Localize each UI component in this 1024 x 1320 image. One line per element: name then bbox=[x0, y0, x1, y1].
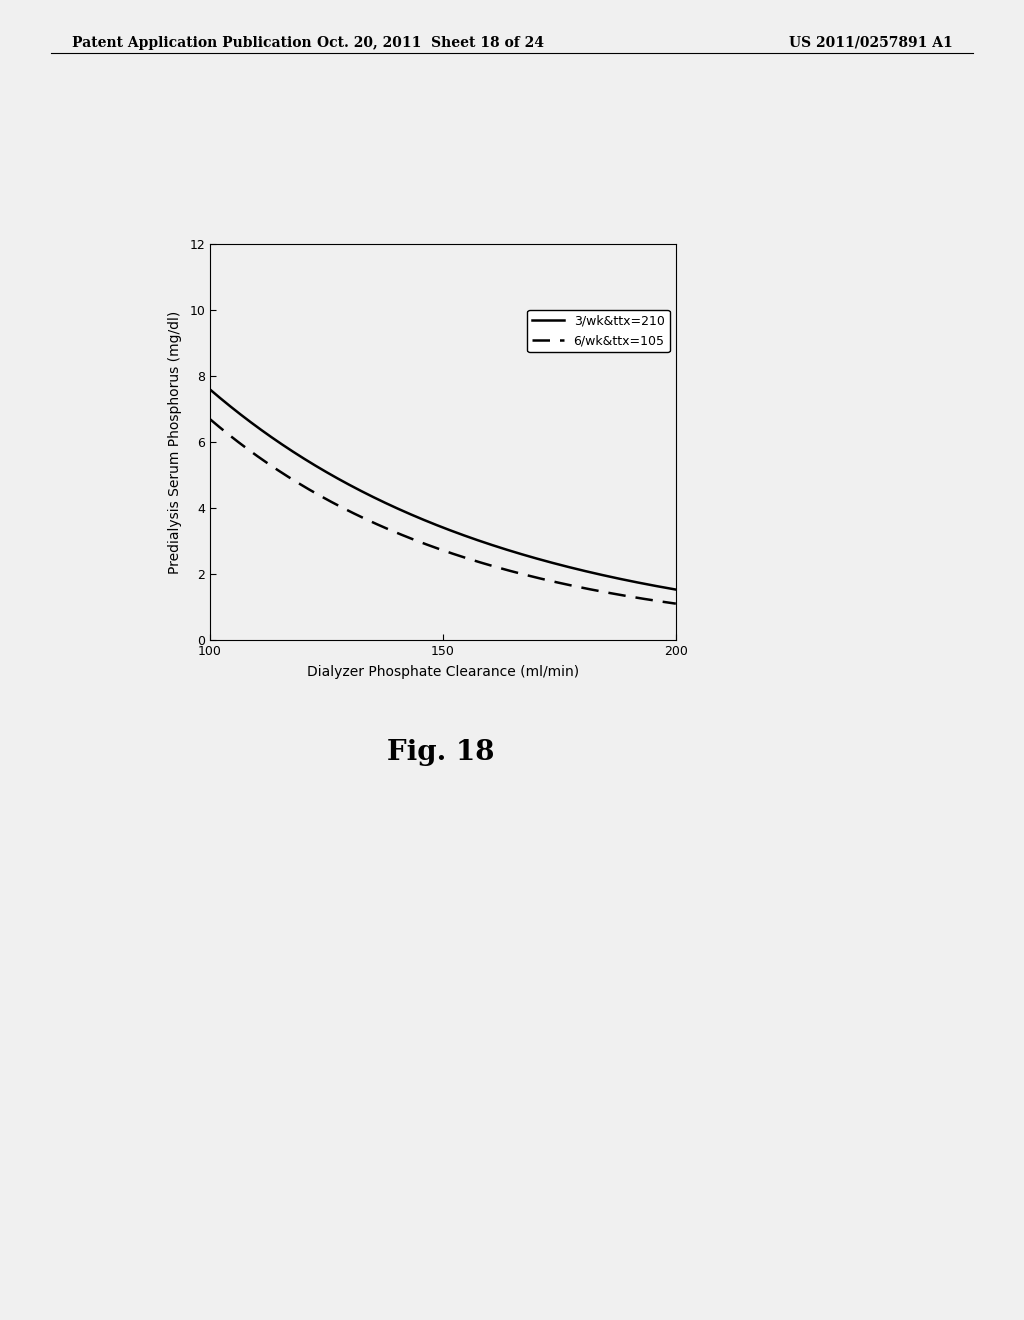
Text: US 2011/0257891 A1: US 2011/0257891 A1 bbox=[788, 36, 952, 50]
Text: Fig. 18: Fig. 18 bbox=[387, 739, 494, 766]
Y-axis label: Predialysis Serum Phosphorus (mg/dl): Predialysis Serum Phosphorus (mg/dl) bbox=[168, 310, 182, 574]
Legend: 3/wk&ttx=210, 6/wk&ttx=105: 3/wk&ttx=210, 6/wk&ttx=105 bbox=[527, 310, 670, 352]
Text: Oct. 20, 2011  Sheet 18 of 24: Oct. 20, 2011 Sheet 18 of 24 bbox=[316, 36, 544, 50]
Text: Patent Application Publication: Patent Application Publication bbox=[72, 36, 311, 50]
X-axis label: Dialyzer Phosphate Clearance (ml/min): Dialyzer Phosphate Clearance (ml/min) bbox=[307, 665, 579, 678]
